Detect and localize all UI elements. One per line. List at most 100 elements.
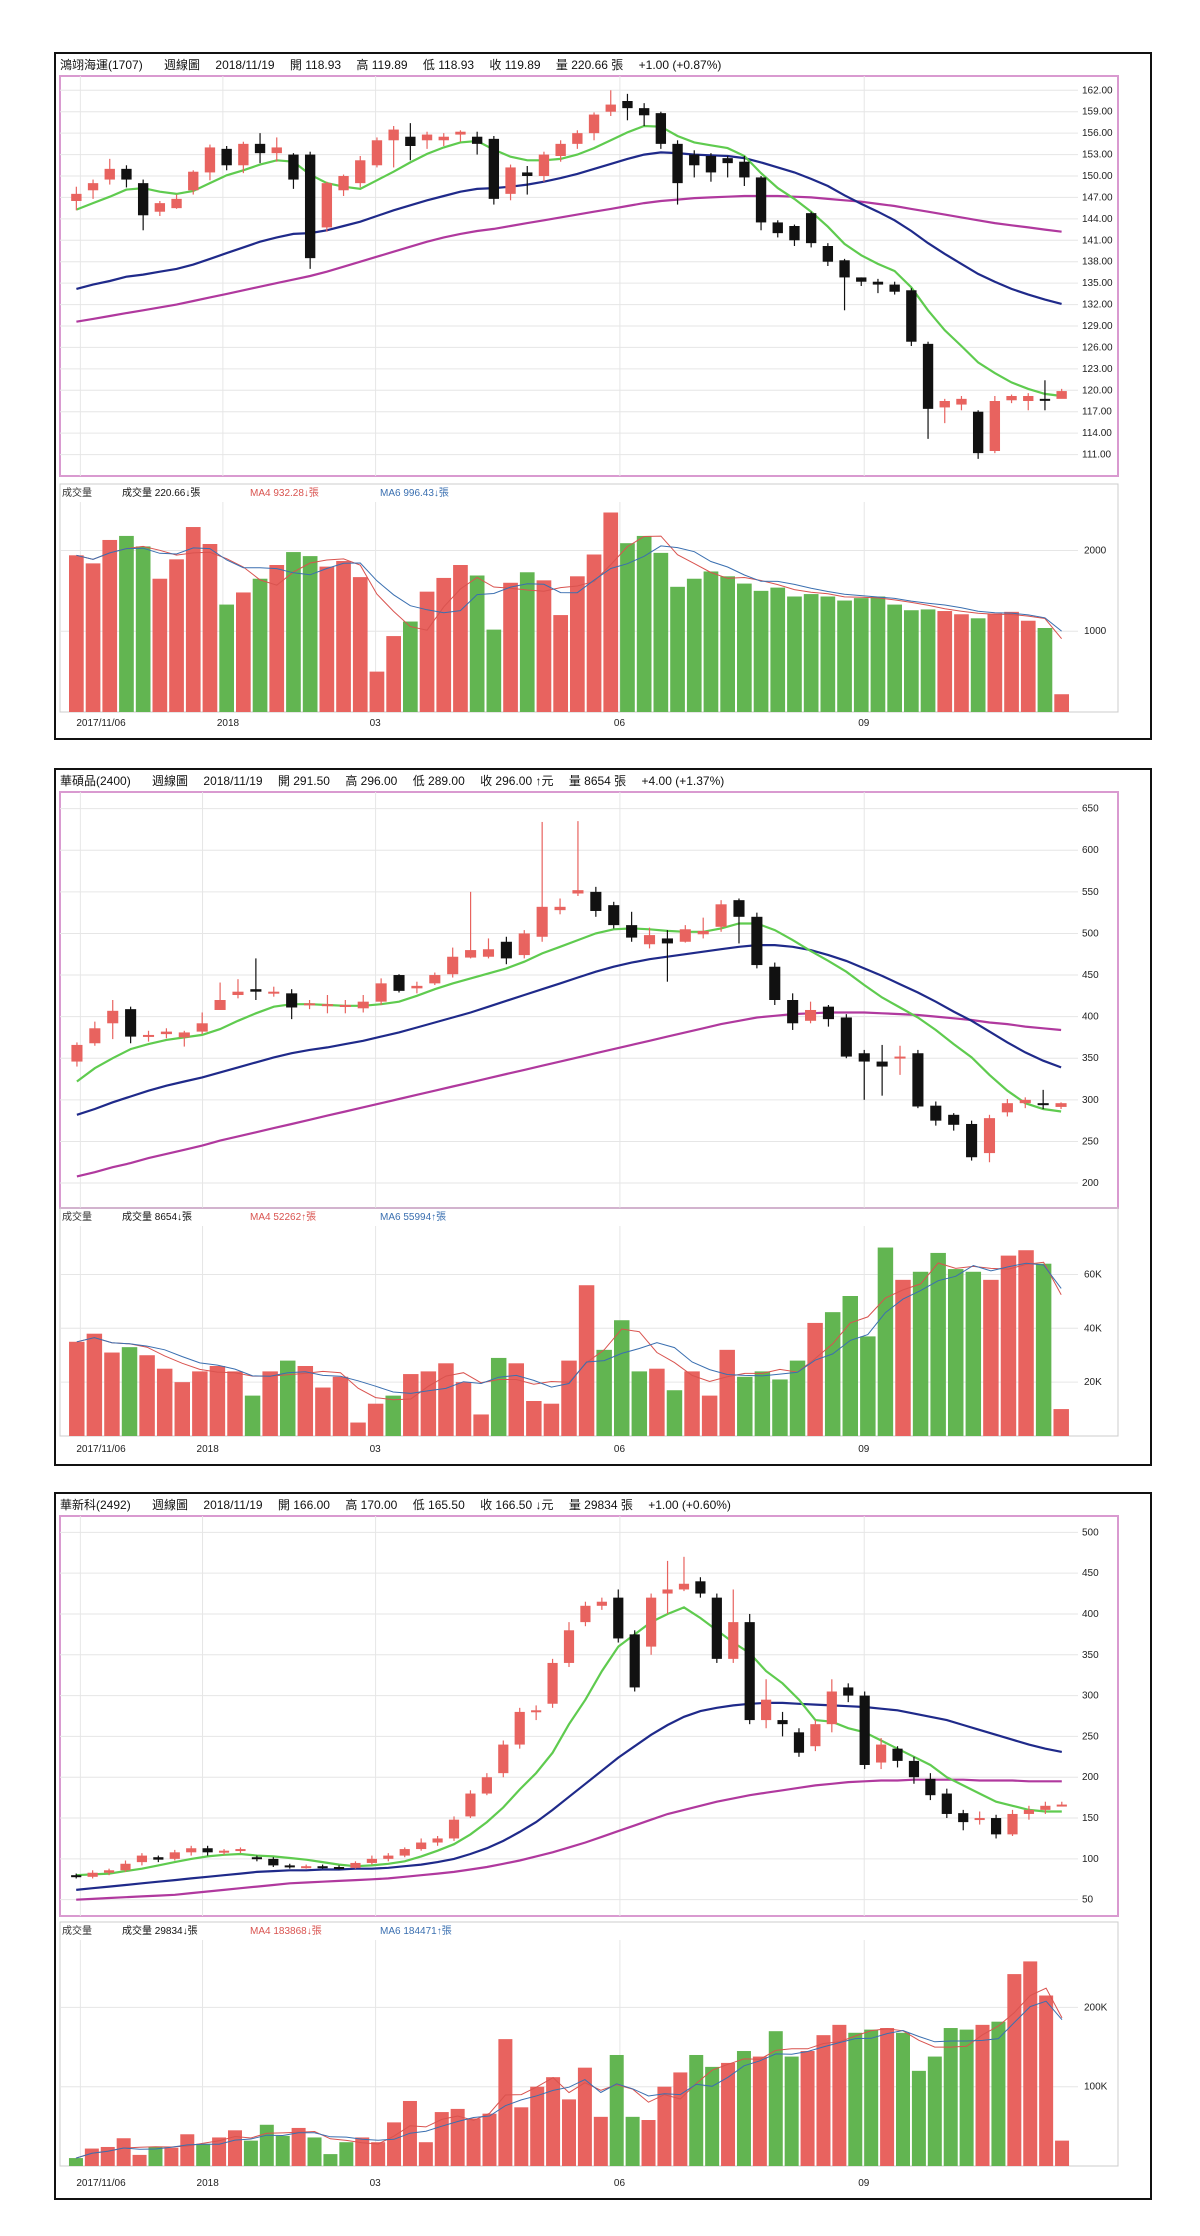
period-label[interactable]: 週線圖 [152,1498,189,1512]
volume-bar [911,2070,926,2166]
price-tick-label: 650 [1082,804,1099,815]
volume-bar [864,2029,879,2166]
candle-body [160,1031,172,1035]
x-axis-label: 03 [370,718,382,729]
candle-body [876,1744,887,1763]
volume-bar [243,2140,258,2166]
ma-mid-line [76,151,1062,305]
price-tick-label: 123.00 [1082,364,1113,375]
stock-name[interactable]: 鴻翊海運(1707) [60,58,143,72]
price-tick-label: 117.00 [1082,407,1112,418]
candle-body [186,1848,197,1853]
volume-bar [543,1403,560,1436]
volume-bar [620,543,635,712]
volume-bar [482,2113,497,2166]
x-axis-label: 03 [370,1444,382,1455]
volume-bar [1020,620,1036,712]
open-label: 開 166.00 [277,1498,330,1512]
open-label: 開 118.93 [289,58,342,72]
stock-chart-panel-1: 鴻翊海運(1707) 週線圖 2018/11/19 開 118.93 高 119… [54,52,1152,740]
candle-body [793,1732,805,1753]
candlestick-chart[interactable]: 500 450 400 350 300 250 200 150 100 50 200K 100K 成交量… [56,1494,1150,2198]
volume-bar [991,2021,1006,2166]
candle-body [1007,1813,1018,1835]
date-label: 2018/11/19 [203,774,263,788]
candlestick-chart[interactable]: 162.00 159.00 156.00 153.00 150.00 147.00 144.… [56,54,1150,738]
candle-body [547,1662,558,1704]
volume-legend-ma6: MA6 55994↑張 [380,1211,446,1223]
candle-body [906,290,917,342]
price-tick-label: 200 [1082,1772,1099,1783]
x-axis-label: 06 [614,1444,626,1455]
ma-long-line [76,1011,1062,1178]
candle-body [481,1777,492,1794]
price-tick-label: 350 [1082,1053,1099,1064]
volume-bar [536,580,552,712]
change-label: +1.00 (+0.60%) [648,1498,731,1512]
candle-body [989,401,1001,451]
volume-bar [386,636,401,712]
volume-bar [196,2143,211,2166]
candlestick-chart[interactable]: 650 600 550 500 450 400 350 300 250 200 60K 40K 20K 成… [56,770,1150,1464]
volume-bar [896,2032,910,2166]
candle-body [455,131,466,135]
candle-body [689,154,700,166]
volume-bar [877,1247,894,1436]
volume-bar [280,1360,296,1436]
price-tick-label: 400 [1082,1609,1099,1620]
volume-tick-label: 2000 [1084,545,1107,556]
stock-name[interactable]: 華碩品(2400) [60,774,131,788]
candle-body [204,147,216,173]
volume-bar [116,2138,131,2166]
period-label[interactable]: 週線圖 [152,774,189,788]
candle-body [142,1034,155,1037]
period-label[interactable]: 週線圖 [164,58,201,72]
volume-bar [244,1395,261,1436]
volume-bar [174,1382,190,1436]
volume-bar [770,587,786,712]
volume-bar [498,2039,513,2166]
candle-body [411,985,423,989]
volume-ma4-line [76,1261,1062,1401]
volume-bar [403,1374,419,1436]
price-tick-label: 400 [1082,1012,1099,1023]
candle-body [822,1006,834,1020]
volume-bar [593,2116,608,2166]
change-label: +1.00 (+0.87%) [638,58,722,72]
volume-bar [705,2066,720,2166]
volume-bar [420,1371,437,1436]
volume-tick-label: 20K [1084,1377,1102,1388]
candle-body [432,1838,443,1843]
volume-bar [180,2134,195,2166]
volume-bar [269,565,285,712]
candle-body [498,1744,509,1774]
volume-bar [983,1279,999,1436]
candle-body [465,950,477,958]
candle-body [588,114,600,134]
price-tick-label: 100 [1082,1854,1099,1865]
candle-body [137,183,149,216]
price-tick-label: 144.00 [1082,214,1113,225]
volume-bar [503,582,518,712]
volume-bar [578,1285,595,1436]
volume-bar [987,613,1003,712]
volume-bar [148,2146,163,2166]
volume-bar [970,618,986,712]
candle-body [301,1866,312,1869]
volume-bar [403,621,418,712]
candle-body [555,143,566,156]
chart-header: 鴻翊海運(1707) 週線圖 2018/11/19 開 118.93 高 119… [60,56,1146,72]
volume-bar [291,2127,306,2166]
candle-body [956,398,967,405]
candle-body [876,1061,888,1067]
price-tick-label: 200 [1082,1178,1099,1189]
chart-header: 華新科(2492) 週線圖 2018/11/19 開 166.00 高 170.… [60,1496,1146,1512]
volume-bar [752,2056,767,2166]
stock-name[interactable]: 華新科(2492) [60,1498,131,1512]
change-label: +4.00 (+1.37%) [641,774,725,788]
candle-body [958,1813,969,1823]
volume-bar [104,1352,120,1436]
candle-body [1056,1804,1067,1807]
volume-tick-label: 100K [1084,2082,1108,2093]
volume-bar [387,2122,402,2166]
